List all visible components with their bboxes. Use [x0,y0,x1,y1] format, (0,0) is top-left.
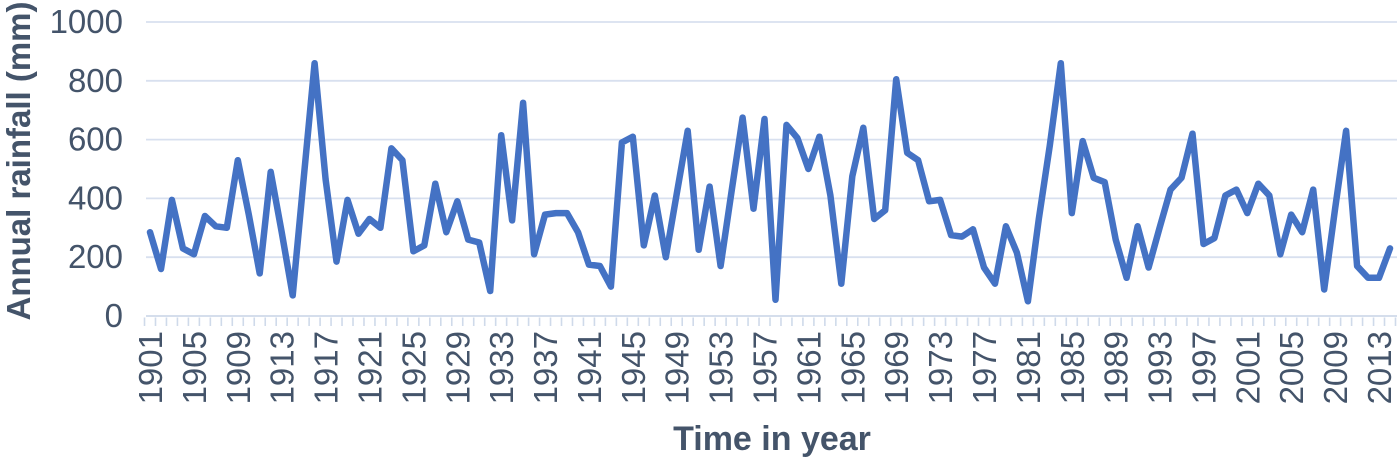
x-tick-label-1961: 1961 [790,331,827,404]
x-tick-label-1905: 1905 [176,331,213,404]
x-tick-label-1965: 1965 [834,331,871,404]
x-tick-label-1909: 1909 [220,331,257,404]
y-tick-label-0: 0 [105,297,123,334]
x-tick-label-2009: 2009 [1317,331,1354,404]
x-tick-label-1937: 1937 [527,331,564,404]
x-tick-label-1969: 1969 [878,331,915,404]
x-axis-ticks [143,317,1397,326]
x-tick-label-1985: 1985 [1054,331,1091,404]
x-tick-label-1973: 1973 [922,331,959,404]
x-axis-tick-labels: 1901 1905 1909 1913 1917 1921 1925 1929 1933 1937… [132,331,1398,404]
x-tick-label-2013: 2013 [1361,331,1398,404]
x-tick-label-1993: 1993 [1142,331,1179,404]
x-tick-label-1953: 1953 [703,331,740,404]
x-tick-label-1941: 1941 [571,331,608,404]
y-axis-title: Annual rainfall (mm) [0,1,37,320]
x-tick-label-1901: 1901 [132,331,169,404]
y-tick-label-1000: 1000 [50,3,123,40]
x-tick-label-1917: 1917 [308,331,345,404]
y-tick-label-200: 200 [68,238,123,275]
x-tick-label-1997: 1997 [1185,331,1222,404]
x-tick-label-1929: 1929 [439,331,476,404]
x-tick-label-1981: 1981 [1010,331,1047,404]
x-tick-label-2005: 2005 [1273,331,1310,404]
x-tick-label-1989: 1989 [1098,331,1135,404]
x-tick-label-1913: 1913 [264,331,301,404]
x-tick-label-1921: 1921 [351,331,388,404]
x-tick-label-1945: 1945 [615,331,652,404]
y-tick-label-800: 800 [68,62,123,99]
y-tick-label-400: 400 [68,179,123,216]
x-tick-label-1933: 1933 [483,331,520,404]
rainfall-series-line [146,59,1394,305]
x-tick-label-1925: 1925 [395,331,432,404]
x-tick-label-1977: 1977 [966,331,1003,404]
y-axis-tick-labels: 0 200 400 600 800 1000 [50,3,123,334]
x-axis-title: Time in year [673,420,871,458]
x-tick-label-1949: 1949 [659,331,696,404]
x-tick-label-2001: 2001 [1229,331,1266,404]
y-tick-label-600: 600 [68,121,123,158]
x-tick-label-1957: 1957 [747,331,784,404]
